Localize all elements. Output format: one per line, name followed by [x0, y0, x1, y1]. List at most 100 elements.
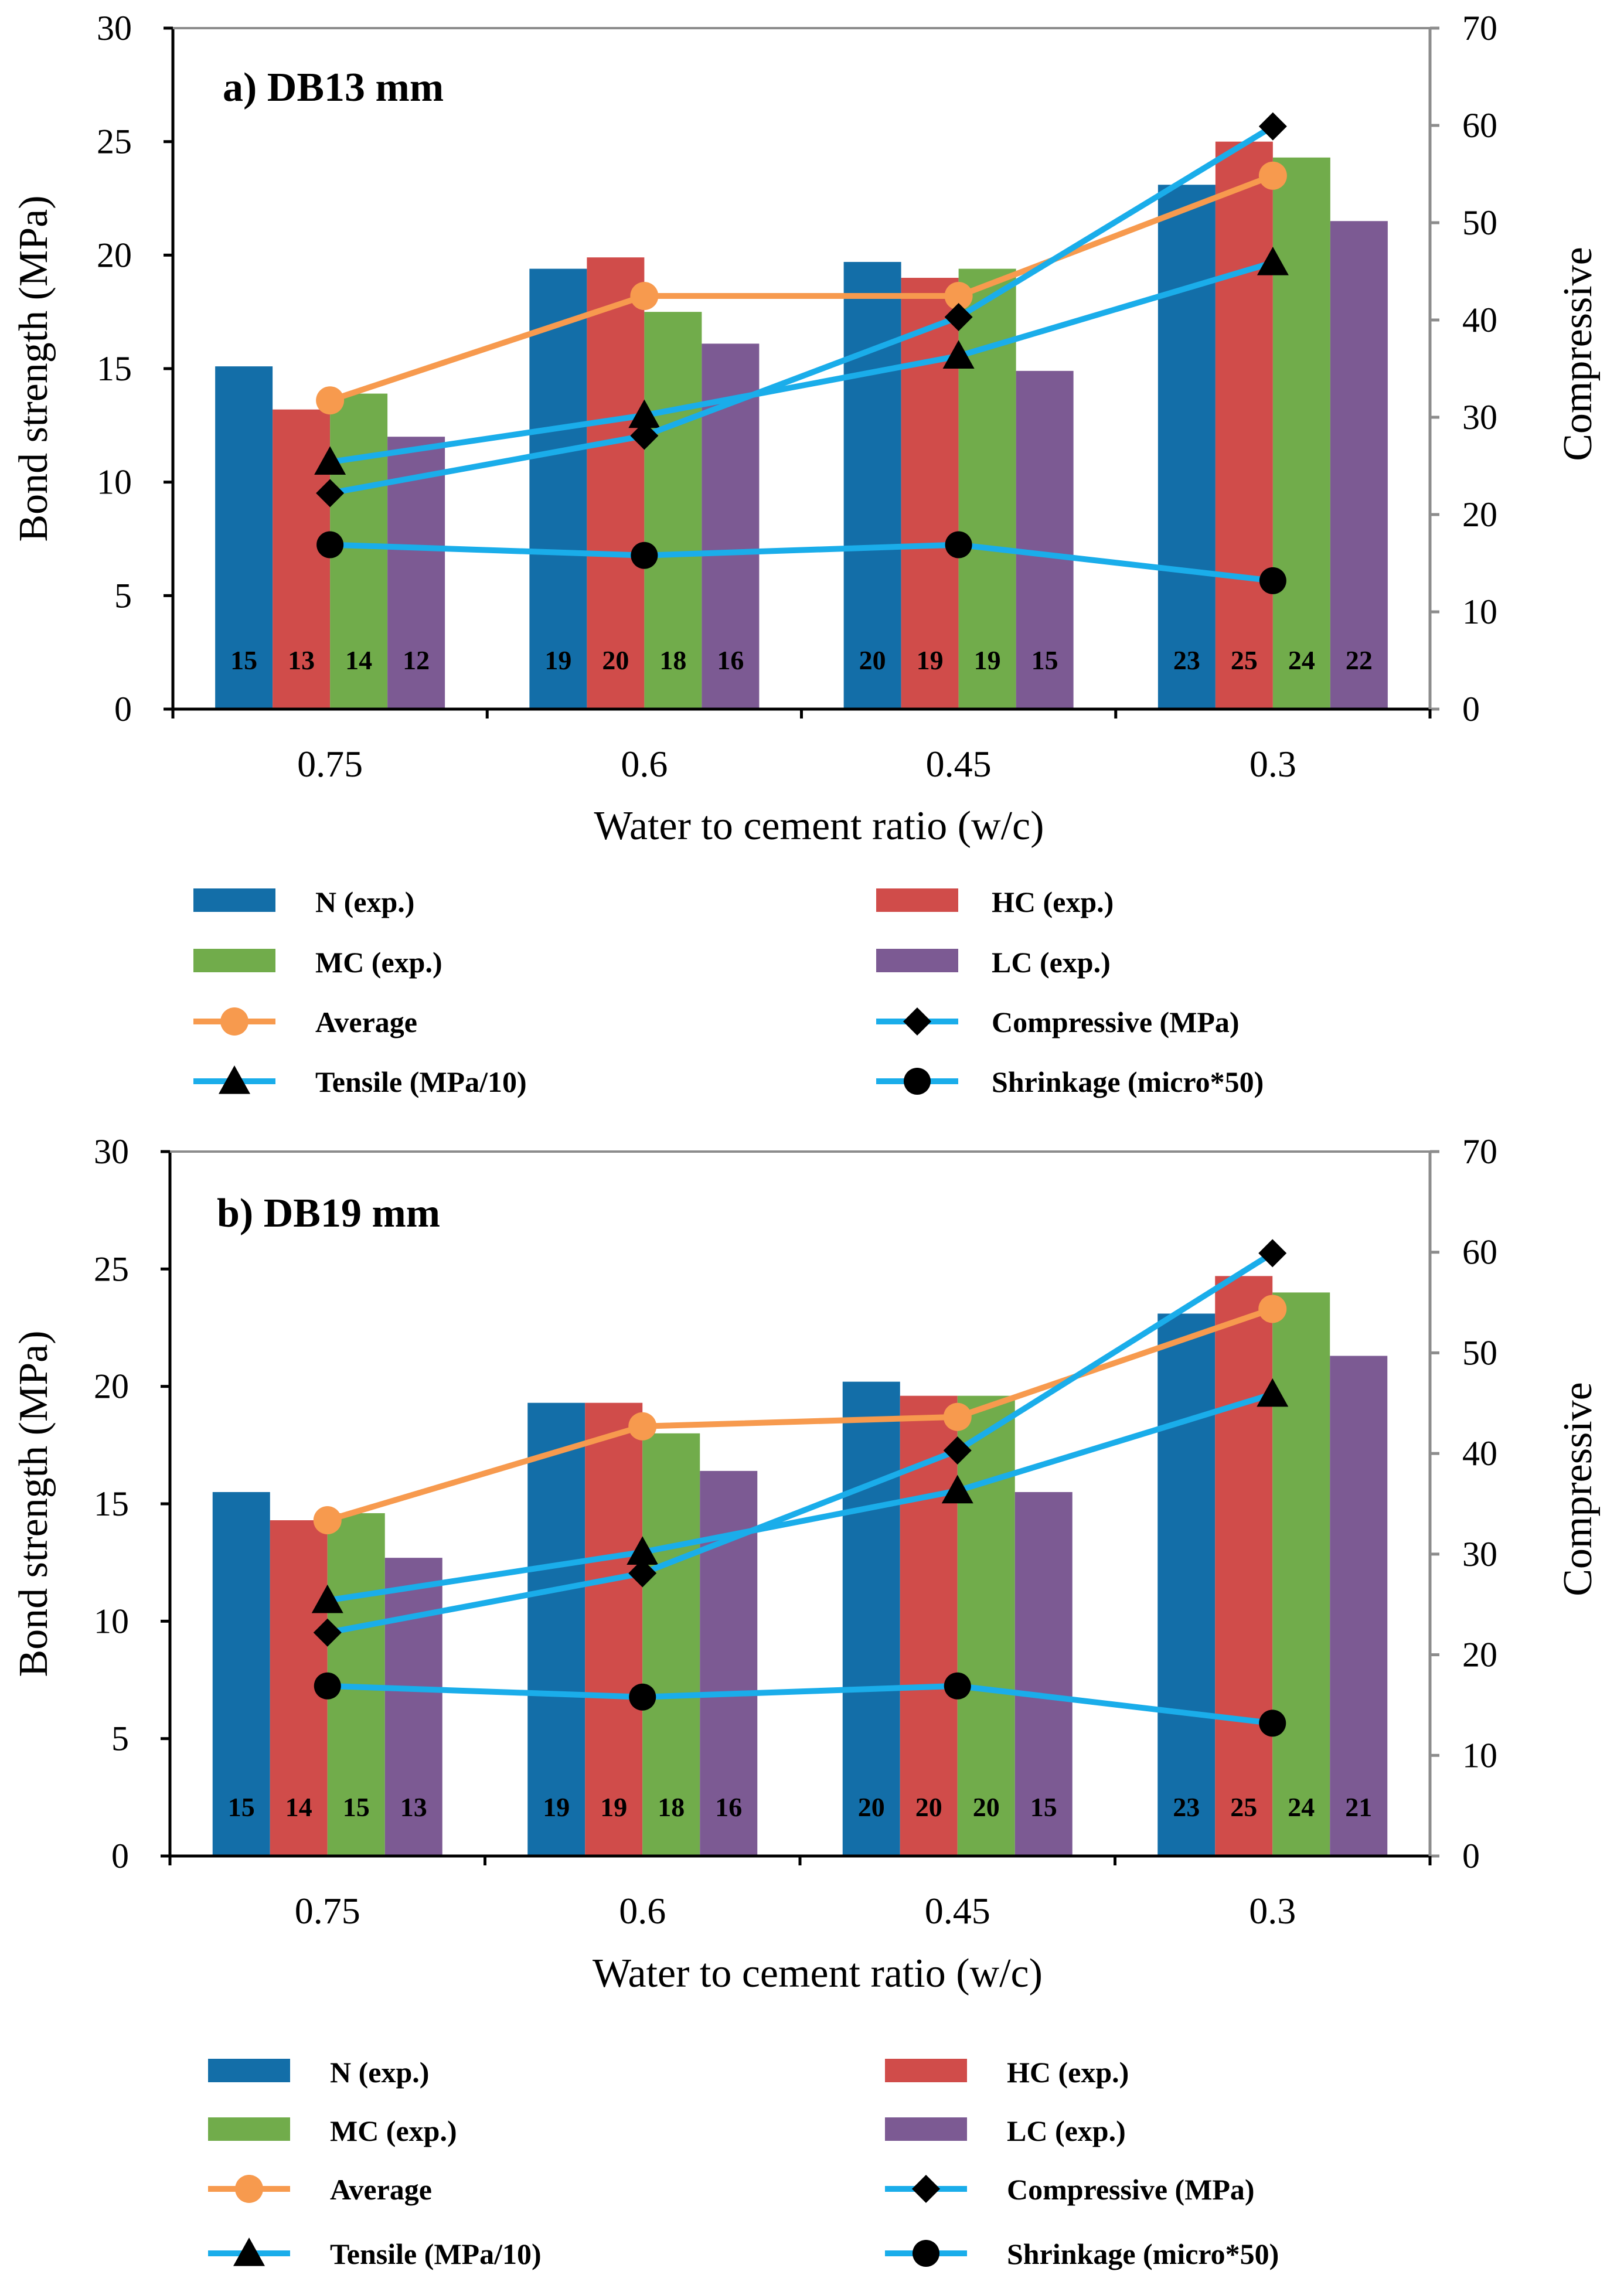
- bar-label-mc-2: 18: [658, 1792, 685, 1822]
- y-tick-label-2: 10: [94, 1602, 129, 1640]
- legend-swatch-mc: [208, 2117, 290, 2141]
- y2-tick-label-1: 10: [1462, 592, 1497, 631]
- bar-label-mc-3: 19: [974, 645, 1001, 675]
- y2-tick-label-5: 50: [1462, 203, 1497, 242]
- lines-2: [311, 1239, 1289, 1737]
- y-tick-label-3: 15: [97, 349, 132, 388]
- legend-marker-average: [235, 2175, 263, 2203]
- legend-marker-compressive: [903, 1007, 931, 1036]
- bar-mc-2: [642, 1433, 700, 1856]
- marker-average-1: [313, 1506, 342, 1535]
- chart-panel-2: 15 19 20 23 14 19 20 25 15 18 20 24 13 16 15 21 0 5 10 15 20…: [11, 1132, 1601, 2270]
- x-tick-label-4: 0.3: [1249, 1890, 1296, 1932]
- y2-tick-label-6: 60: [1462, 1233, 1497, 1272]
- bar-mc-4: [1272, 157, 1330, 709]
- bar-label-lc-4: 22: [1346, 645, 1373, 675]
- bar-mc-3: [957, 1395, 1015, 1856]
- legend-label-tensile: Tensile (MPa/10): [330, 2238, 542, 2270]
- marker-compressive-4: [1258, 112, 1287, 141]
- legend-1: N (exp.) HC (exp.) MC (exp.) LC (exp.) Avera…: [193, 886, 1264, 1098]
- bar-hc-4: [1215, 1276, 1273, 1856]
- bar-hc-1: [273, 409, 331, 709]
- marker-compressive-4: [1258, 1239, 1287, 1268]
- bar-hc-2: [585, 1402, 643, 1856]
- y2-axis-label: Compressive: [1555, 1382, 1601, 1596]
- bar-label-n-4: 23: [1173, 645, 1200, 675]
- line-compressive: [326, 1251, 1274, 1636]
- legend-marker-shrinkage: [904, 1068, 931, 1095]
- marker-average-3: [943, 1402, 972, 1431]
- marker-shrinkage-2: [631, 542, 658, 569]
- bar-label-n-2: 19: [544, 645, 571, 675]
- legend-label-mc: MC (exp.): [330, 2114, 457, 2147]
- marker-tensile-3: [942, 340, 975, 369]
- bar-lc-1: [384, 1558, 442, 1856]
- marker-compressive-3: [943, 1436, 972, 1465]
- bar-label-lc-3: 15: [1031, 645, 1058, 675]
- legend-swatch-hc: [876, 888, 958, 912]
- legend-label-compressive: Compressive (MPa): [1007, 2173, 1255, 2206]
- marker-tensile-4: [1257, 247, 1289, 275]
- marker-shrinkage-1: [316, 531, 344, 559]
- marker-compressive-3: [944, 303, 973, 332]
- bar-hc-4: [1215, 141, 1273, 709]
- line-compressive: [329, 124, 1275, 496]
- legend-label-lc: LC (exp.): [992, 946, 1111, 979]
- marker-shrinkage-2: [629, 1683, 656, 1711]
- marker-shrinkage-1: [314, 1672, 341, 1700]
- legend-label-hc: HC (exp.): [1007, 2056, 1129, 2089]
- line-tensile: [329, 260, 1274, 465]
- bar-label-n-3: 20: [858, 1792, 885, 1822]
- legend-label-average: Average: [330, 2173, 432, 2206]
- bar-n-1: [215, 366, 273, 709]
- bar-label-mc-4: 24: [1288, 645, 1315, 675]
- marker-average-4: [1258, 1295, 1287, 1323]
- bar-label-hc-2: 19: [600, 1792, 627, 1822]
- legend-label-shrinkage: Shrinkage (micro*50): [1007, 2238, 1279, 2270]
- marker-tensile-3: [941, 1474, 973, 1504]
- y2-tick-label-7: 70: [1462, 9, 1497, 47]
- y2-tick-label-5: 50: [1462, 1333, 1497, 1372]
- y2-axis-label: Compressive: [1555, 247, 1601, 461]
- marker-average-2: [630, 282, 659, 311]
- y-tick-label-6: 30: [94, 1132, 129, 1171]
- bar-mc-4: [1272, 1292, 1330, 1856]
- legend-marker-average: [220, 1007, 248, 1036]
- bar-label-hc-4: 25: [1230, 1792, 1257, 1822]
- y2-tick-label-3: 30: [1462, 398, 1497, 437]
- x-tick-label-1: 0.75: [295, 1890, 360, 1932]
- y-axis-label: Bond strength (MPa): [11, 1330, 56, 1677]
- legend-marker-shrinkage: [913, 2240, 939, 2267]
- marker-compressive-1: [316, 479, 345, 508]
- marker-compressive-1: [313, 1618, 342, 1647]
- y-tick-label-3: 15: [94, 1484, 129, 1523]
- bar-label-hc-1: 14: [285, 1792, 312, 1822]
- y-tick-label-5: 25: [97, 122, 132, 161]
- x-axis-label: Water to cement ratio (w/c): [594, 803, 1044, 849]
- x-tick-label-1: 0.75: [297, 743, 363, 785]
- marker-compressive-2: [628, 1559, 657, 1588]
- y2-tick-label-4: 40: [1462, 301, 1497, 339]
- bar-label-n-1: 15: [228, 1792, 255, 1822]
- legend-marker-compressive: [912, 2175, 940, 2203]
- y2-tick-label-7: 70: [1462, 1132, 1497, 1171]
- x-tick-label-3: 0.45: [926, 743, 992, 785]
- bar-lc-4: [1330, 1356, 1388, 1856]
- bar-mc-3: [958, 268, 1016, 709]
- bars-1: 15 19 20 23 13 20 19 25 14 18 19 24 12 16 15 22: [215, 141, 1388, 710]
- chart-title: b) DB19 mm: [217, 1191, 440, 1236]
- y2-tick-label-3: 30: [1462, 1535, 1497, 1574]
- marker-average-3: [944, 282, 973, 311]
- y-tick-label-1: 5: [111, 1719, 129, 1758]
- marker-compressive-2: [630, 421, 659, 450]
- legend-label-compressive: Compressive (MPa): [992, 1006, 1240, 1038]
- line-average: [326, 1306, 1274, 1523]
- legend-label-average: Average: [315, 1006, 417, 1038]
- bar-lc-4: [1330, 221, 1388, 709]
- legend-label-n: N (exp.): [315, 886, 414, 918]
- y2-tick-label-1: 10: [1462, 1736, 1497, 1775]
- bar-label-n-3: 20: [859, 645, 886, 675]
- bar-label-n-4: 23: [1173, 1792, 1200, 1822]
- bar-label-mc-1: 15: [343, 1792, 370, 1822]
